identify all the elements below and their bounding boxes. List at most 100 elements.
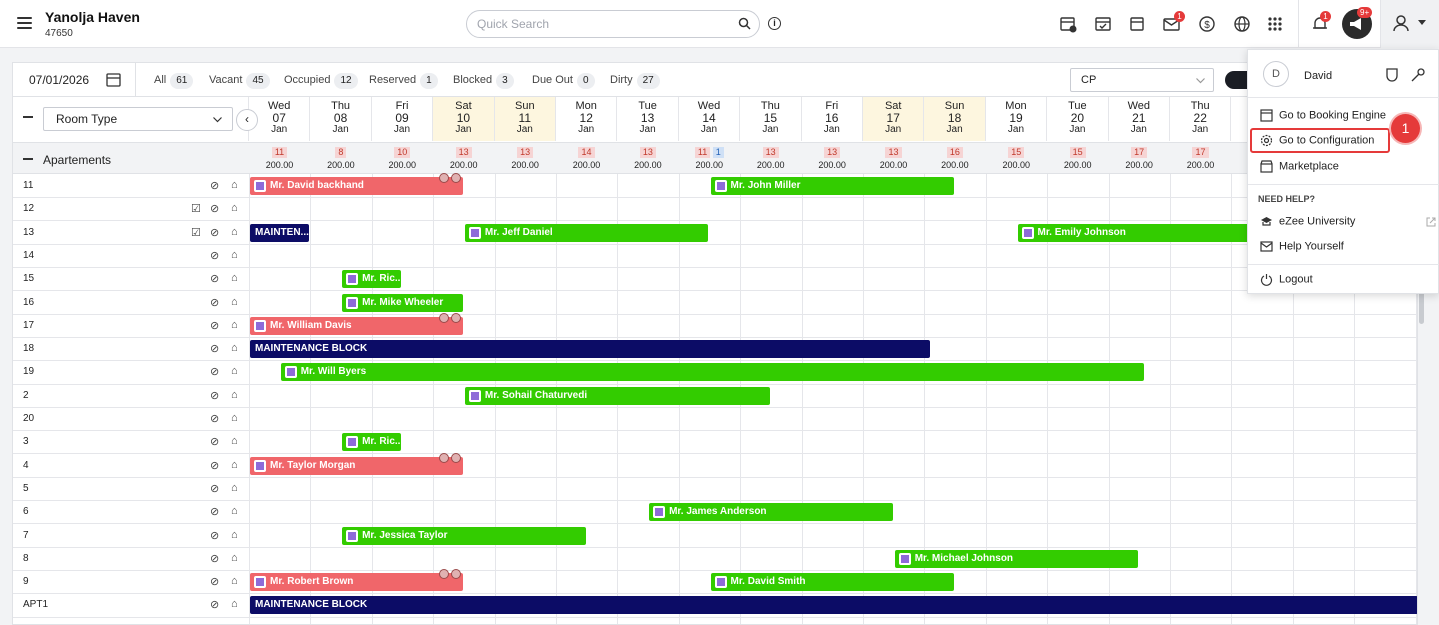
availability-cell[interactable]: 17 200.00: [1186, 147, 1215, 170]
housekeeping-icon[interactable]: ⌂: [231, 551, 238, 564]
availability-cell[interactable]: 8 200.00: [327, 147, 355, 170]
search-input[interactable]: [477, 17, 727, 31]
availability-cell[interactable]: 13 200.00: [634, 147, 662, 170]
availability-cell[interactable]: 15 200.00: [1002, 147, 1031, 170]
maintenance-block[interactable]: MAINTENANCE BLOCK: [250, 340, 930, 359]
availability-cell[interactable]: 13 200.00: [449, 147, 478, 170]
no-smoking-icon[interactable]: ⊘: [210, 226, 220, 239]
housekeeping-icon[interactable]: ⌂: [231, 388, 238, 401]
booking-bar[interactable]: Mr. James Anderson: [649, 503, 893, 522]
availability-cell[interactable]: 10 200.00: [388, 147, 417, 170]
no-smoking-icon[interactable]: ⊘: [210, 203, 220, 216]
no-smoking-icon[interactable]: ⊘: [210, 273, 220, 286]
no-smoking-icon[interactable]: ⊘: [210, 343, 220, 356]
booking-bar[interactable]: Mr. Emily Johnson: [1017, 223, 1249, 242]
booking-bar[interactable]: Mr. Mike Wheeler: [342, 293, 463, 312]
housekeeping-icon[interactable]: ⌂: [231, 295, 238, 308]
no-smoking-icon[interactable]: ⊘: [210, 436, 220, 449]
no-smoking-icon[interactable]: ⊘: [210, 599, 220, 612]
filter-due-out[interactable]: Due Out 0: [532, 73, 595, 89]
booking-bar[interactable]: Mr. Ric...: [342, 270, 403, 289]
availability-cell[interactable]: 16 200.00: [941, 147, 969, 170]
filter-dirty[interactable]: Dirty 27: [610, 73, 660, 89]
room-type-select[interactable]: Room Type: [43, 107, 233, 131]
housekeeping-icon[interactable]: ⌂: [231, 598, 238, 611]
filter-vacant[interactable]: Vacant 45: [209, 73, 270, 89]
date-picker[interactable]: 07/01/2026: [13, 63, 136, 97]
housekeeping-icon[interactable]: ⌂: [231, 412, 238, 424]
user-menu-button[interactable]: [1381, 0, 1439, 48]
housekeeping-icon[interactable]: ⌂: [231, 225, 238, 238]
housekeeping-icon[interactable]: ⌂: [231, 365, 238, 378]
booking-bar[interactable]: Mr. John Miller: [710, 177, 955, 195]
menu-marketplace[interactable]: Marketplace: [1260, 160, 1339, 173]
filter-all[interactable]: All 61: [154, 73, 194, 89]
menu-configuration[interactable]: Go to Configuration: [1260, 134, 1374, 147]
booking-bar[interactable]: Mr. David Smith: [710, 573, 955, 592]
filter-reserved[interactable]: Reserved 1: [369, 73, 438, 89]
housekeeping-icon[interactable]: ⌂: [231, 342, 238, 355]
availability-cell[interactable]: 11 200.00: [265, 147, 294, 170]
menu-logout[interactable]: Logout: [1260, 273, 1313, 286]
shield-icon[interactable]: [1384, 67, 1400, 83]
booking-bar[interactable]: Mr. Michael Johnson: [894, 549, 1139, 568]
availability-cell[interactable]: 17 200.00: [1125, 147, 1153, 170]
globe-icon[interactable]: [1233, 15, 1251, 33]
booking-bar[interactable]: Mr. William Davis: [250, 312, 463, 335]
booking-bar[interactable]: Mr. Robert Brown: [250, 569, 463, 592]
vertical-scrollbar[interactable]: [1419, 290, 1424, 324]
booking-bar[interactable]: Mr. Ric...: [342, 433, 403, 452]
availability-cell[interactable]: 15 200.00: [1063, 147, 1092, 170]
availability-cell[interactable]: 13 200.00: [511, 147, 539, 170]
housekeeping-icon[interactable]: ⌂: [231, 575, 238, 588]
menu-booking-engine[interactable]: Go to Booking Engine: [1260, 109, 1386, 122]
housekeeping-icon[interactable]: ⌂: [231, 458, 238, 471]
collapse-section-icon[interactable]: [23, 158, 33, 160]
no-smoking-icon[interactable]: ⊘: [210, 296, 220, 309]
housekeeping-icon[interactable]: ⌂: [231, 505, 238, 518]
no-smoking-icon[interactable]: ⊘: [210, 482, 220, 495]
no-smoking-icon[interactable]: ⊘: [210, 413, 220, 425]
dollar-icon[interactable]: $: [1198, 15, 1216, 33]
quick-search[interactable]: [466, 10, 760, 38]
booking-bar[interactable]: Mr. Jeff Daniel: [464, 223, 709, 242]
booking-bar[interactable]: Mr. Sohail Chaturvedi: [464, 386, 770, 405]
maintenance-block[interactable]: MAINTENANCE BLOCK: [250, 596, 1417, 615]
rate-plan-select[interactable]: CP: [1070, 68, 1214, 92]
housekeeping-icon[interactable]: ⌂: [231, 248, 238, 261]
availability-cell[interactable]: 11 1 200.00: [694, 147, 724, 170]
add-booking-calendar-icon[interactable]: [1059, 15, 1077, 33]
no-smoking-icon[interactable]: ⊘: [210, 506, 220, 519]
availability-cell[interactable]: 14 200.00: [572, 147, 601, 170]
prev-dates-button[interactable]: ‹: [236, 109, 258, 131]
search-icon[interactable]: [738, 17, 751, 30]
info-icon[interactable]: i: [768, 17, 781, 30]
housekeeping-icon[interactable]: ⌂: [231, 481, 238, 494]
no-smoking-icon[interactable]: ⊘: [210, 459, 220, 472]
booking-bar[interactable]: Mr. Jessica Taylor: [342, 526, 586, 545]
mail-icon[interactable]: [1163, 15, 1181, 33]
housekeeping-icon[interactable]: ⌂: [231, 202, 238, 215]
booking-bar[interactable]: Mr. Taylor Morgan: [250, 452, 463, 475]
housekeeping-icon[interactable]: ⌂: [231, 318, 238, 331]
availability-cell[interactable]: 13 200.00: [879, 147, 908, 170]
checklist-icon[interactable]: ☑: [191, 226, 201, 239]
filter-occupied[interactable]: Occupied 12: [284, 73, 358, 89]
no-smoking-icon[interactable]: ⊘: [210, 319, 220, 332]
menu-icon[interactable]: [17, 17, 32, 29]
availability-cell[interactable]: 13 200.00: [756, 147, 785, 170]
apps-grid-icon[interactable]: [1266, 15, 1284, 33]
calendar-check-icon[interactable]: [1094, 15, 1112, 33]
housekeeping-icon[interactable]: ⌂: [231, 528, 238, 541]
calendar-icon[interactable]: [106, 72, 121, 87]
filter-blocked[interactable]: Blocked 3: [453, 73, 514, 89]
menu-ezee-university[interactable]: eZee University: [1260, 215, 1355, 228]
collapse-icon[interactable]: [23, 116, 33, 118]
checklist-icon[interactable]: ☑: [191, 203, 201, 216]
calendar-icon[interactable]: [1128, 15, 1146, 33]
no-smoking-icon[interactable]: ⊘: [210, 576, 220, 589]
key-icon[interactable]: [1410, 67, 1426, 83]
housekeeping-icon[interactable]: ⌂: [231, 435, 238, 448]
no-smoking-icon[interactable]: ⊘: [210, 180, 220, 192]
no-smoking-icon[interactable]: ⊘: [210, 552, 220, 565]
